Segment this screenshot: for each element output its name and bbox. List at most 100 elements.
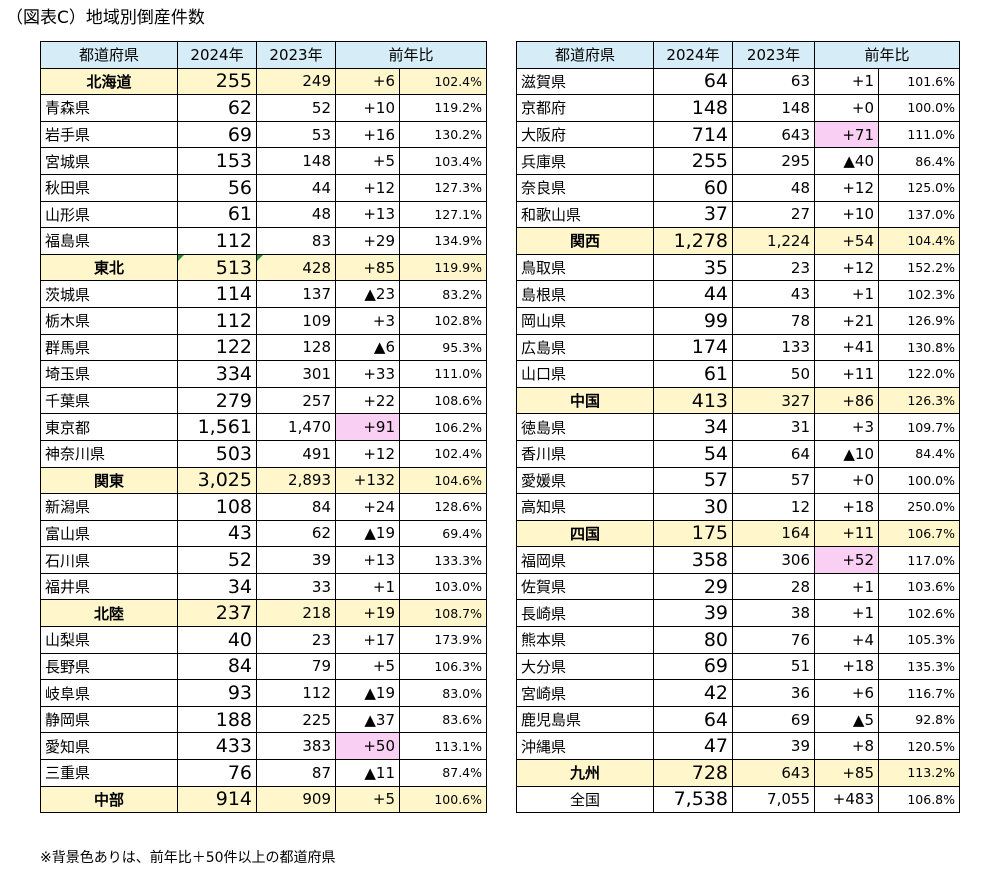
count-2024-cell: 30 [653,493,733,521]
ratio-cell: 152.2% [877,253,961,282]
count-2023-cell: 148 [732,94,815,122]
count-2024-cell: 114 [177,280,257,308]
diff-cell: +3 [814,413,879,441]
count-2024-cell: 413 [653,386,733,415]
diff-cell: +71 [814,120,879,149]
count-2024-cell: 914 [177,785,257,814]
count-2024-cell: 255 [653,147,733,175]
diff-cell: +0 [814,466,879,495]
count-2023-cell: 295 [732,147,815,175]
pref-cell: 北陸 [40,599,178,628]
table-row: 福岡県 358 306 +52 117.0% [516,546,961,574]
table-row: 新潟県 108 84 +24 128.6% [40,493,488,521]
count-2023-cell: 133 [732,333,815,362]
diff-cell: ▲40 [814,147,879,175]
header-2023: 2023年 [256,41,336,69]
ratio-cell: 106.2% [398,413,488,441]
diff-cell: +3 [335,306,400,335]
count-2024-cell: 76 [177,759,257,787]
table-row: 福島県 112 83 +29 134.9% [40,227,488,255]
count-2024-cell: 34 [177,572,257,601]
ratio-cell: 103.4% [398,147,488,175]
pref-cell: 北海道 [40,67,178,96]
diff-cell: +4 [814,626,879,654]
ratio-cell: 137.0% [877,200,961,229]
pref-cell: 秋田県 [40,173,178,202]
diff-cell: +1 [814,599,879,628]
subtotal-row: 関東 3,025 2,893 +132 104.6% [40,466,488,495]
count-2023-cell: 257 [256,386,336,415]
count-2023-cell: 48 [256,200,336,229]
count-2023-cell: 109 [256,306,336,335]
table-row: 岩手県 69 53 +16 130.2% [40,120,488,149]
count-2023-cell: 383 [256,732,336,761]
pref-cell: 宮崎県 [516,679,654,707]
diff-cell: ▲19 [335,679,400,707]
table-row: 石川県 52 39 +13 133.3% [40,546,488,574]
table-row: 福井県 34 33 +1 103.0% [40,572,488,601]
count-2024-cell: 69 [653,652,733,681]
pref-cell: 岩手県 [40,120,178,149]
ratio-cell: 102.3% [877,280,961,308]
count-2023-cell: 2,893 [256,466,336,495]
total-row: 全国 7,538 7,055 +483 106.8% [516,785,961,814]
table-row: 鹿児島県 64 69 ▲5 92.8% [516,705,961,734]
count-2023-cell: 52 [256,94,336,122]
count-2024-cell: 728 [653,759,733,787]
count-2024-cell: 64 [653,67,733,96]
count-2023-cell: 7,055 [732,785,815,814]
ratio-cell: 105.3% [877,626,961,654]
pref-cell: 石川県 [40,546,178,574]
table-row: 千葉県 279 257 +22 108.6% [40,386,488,415]
ratio-cell: 103.0% [398,572,488,601]
pref-cell: 沖縄県 [516,732,654,761]
diff-cell: +8 [814,732,879,761]
diff-cell: +5 [335,652,400,681]
count-2024-cell: 433 [177,732,257,761]
count-2023-cell: 301 [256,360,336,388]
diff-cell: +6 [335,67,400,96]
diff-cell: +132 [335,466,400,495]
count-2024-cell: 37 [653,200,733,229]
ratio-cell: 83.6% [398,705,488,734]
pref-cell: 茨城県 [40,280,178,308]
count-2024-cell: 108 [177,493,257,521]
diff-cell: ▲37 [335,705,400,734]
count-2024-cell: 61 [653,360,733,388]
pref-cell: 鹿児島県 [516,705,654,734]
diff-cell: +10 [335,94,400,122]
ratio-cell: 95.3% [398,333,488,362]
table-row: 愛知県 433 383 +50 113.1% [40,732,488,761]
pref-cell: 岐阜県 [40,679,178,707]
table-row: 東京都 1,561 1,470 +91 106.2% [40,413,488,441]
count-2023-cell: 249 [256,67,336,96]
count-2024-cell: 122 [177,333,257,362]
count-2024-cell: 40 [177,626,257,654]
ratio-cell: 113.2% [877,759,961,787]
table-row: 京都府 148 148 +0 100.0% [516,94,961,122]
count-2023-cell: 33 [256,572,336,601]
diff-cell: +5 [335,147,400,175]
ratio-cell: 173.9% [398,626,488,654]
diff-cell: ▲19 [335,519,400,548]
count-2024-cell: 148 [653,94,733,122]
count-2023-cell: 27 [732,200,815,229]
diff-cell: +91 [335,413,400,441]
diff-cell: +33 [335,360,400,388]
count-2023-cell: 148 [256,147,336,175]
count-2023-cell: 31 [732,413,815,441]
pref-cell: 和歌山県 [516,200,654,229]
count-2023-cell: 76 [732,626,815,654]
pref-cell: 青森県 [40,94,178,122]
count-2024-cell: 47 [653,732,733,761]
count-2024-cell: 1,561 [177,413,257,441]
pref-cell: 静岡県 [40,705,178,734]
pref-cell: 中国 [516,386,654,415]
diff-cell: +85 [335,253,400,282]
table-row: 奈良県 60 48 +12 125.0% [516,173,961,202]
pref-cell: 埼玉県 [40,360,178,388]
count-2024-cell: 43 [177,519,257,548]
pref-cell: 香川県 [516,439,654,468]
diff-cell: +16 [335,120,400,149]
count-2024-cell: 112 [177,227,257,255]
